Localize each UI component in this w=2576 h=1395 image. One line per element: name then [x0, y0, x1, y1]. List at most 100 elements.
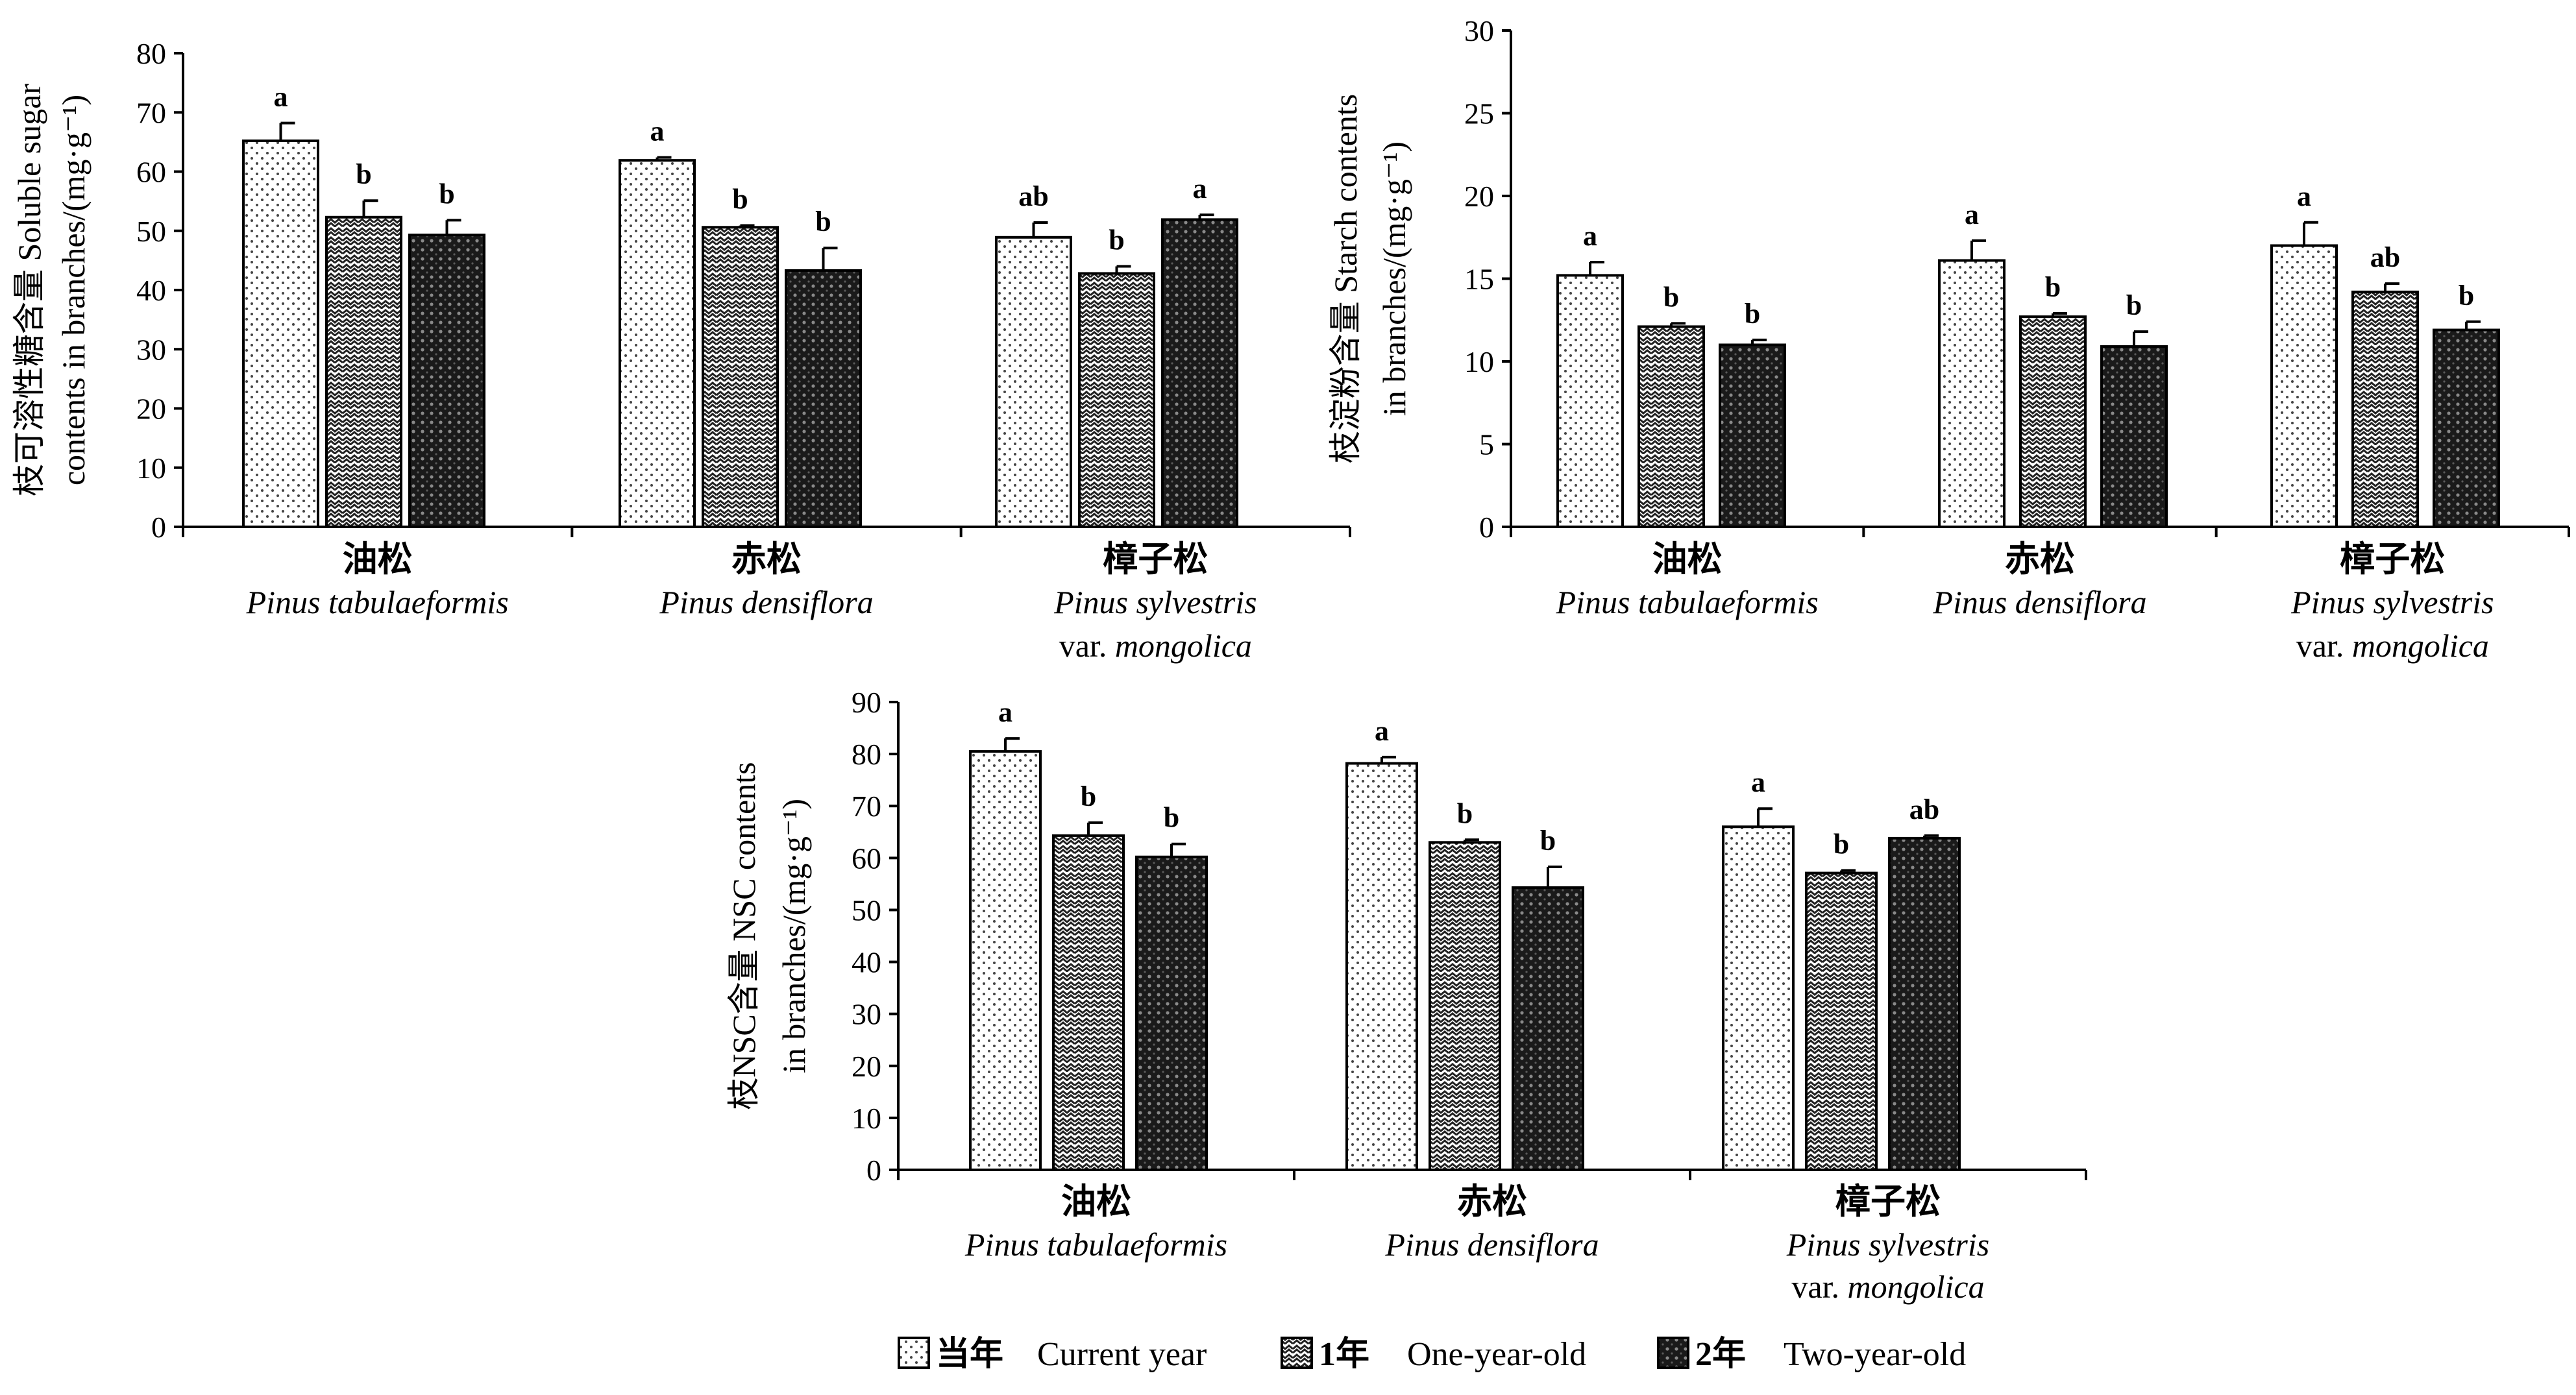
legend-label-current-year-zh: 当年: [936, 1335, 1003, 1373]
y-axis-label-line1: 枝淀粉含量 Starch contents: [1327, 94, 1364, 463]
significance-letter: b: [1745, 298, 1760, 330]
bar-pinus-densiflora-current-year: [1345, 762, 1418, 1171]
bar-pinus-tabulaeformis-two-year-old: [408, 234, 485, 528]
significance-letter: b: [2126, 289, 2142, 321]
y-tick-label: 20: [852, 1050, 881, 1083]
y-tick-label: 60: [136, 156, 166, 189]
significance-letter: ab: [1909, 794, 1939, 825]
y-tick-label: 50: [136, 215, 166, 248]
significance-letter: b: [1109, 224, 1124, 256]
y-tick-label: 25: [1464, 97, 1494, 130]
category-label-en: Pinus sylvestris: [2290, 584, 2494, 620]
bar-pinus-tabulaeformis-one-year-old: [1052, 834, 1125, 1171]
bar-pinus-sylvestris-one-year-old: [1805, 871, 1878, 1171]
bar-pinus-densiflora-two-year-old: [785, 269, 862, 528]
bar-pinus-densiflora-one-year-old: [702, 226, 779, 528]
significance-letter: a: [1583, 220, 1597, 252]
category-label-en: Pinus densiflora: [1932, 584, 2146, 620]
category-label-en-variety: var. mongolica: [2296, 627, 2489, 664]
significance-letter: b: [1164, 802, 1179, 834]
y-tick-label: 70: [136, 96, 166, 129]
bar-pinus-tabulaeformis-one-year-old: [1638, 325, 1705, 528]
y-tick-label: 10: [852, 1102, 881, 1135]
category-label-zh: 油松: [343, 540, 413, 579]
category-label-en: Pinus tabulaeformis: [246, 584, 509, 620]
significance-letter: a: [2297, 180, 2311, 212]
bar-pinus-sylvestris-two-year-old: [2433, 328, 2500, 528]
category-label-en: Pinus densiflora: [659, 584, 873, 620]
significance-letter: a: [1375, 715, 1389, 747]
y-tick-label: 80: [136, 37, 166, 70]
significance-letter: b: [1540, 825, 1556, 856]
significance-letter: b: [2459, 280, 2474, 311]
significance-letter: b: [1663, 281, 1679, 313]
y-tick-label: 60: [852, 842, 881, 875]
bar-pinus-densiflora-current-year: [1938, 259, 2006, 528]
category-label-en: Pinus sylvestris: [1786, 1226, 1989, 1263]
significance-letter: b: [439, 178, 454, 210]
significance-letter: a: [1193, 173, 1207, 204]
significance-letter: a: [998, 696, 1012, 728]
y-tick-label: 80: [852, 738, 881, 771]
y-axis-label-line1: 枝可溶性糖含量 Soluble sugar: [11, 84, 47, 496]
bar-pinus-tabulaeformis-one-year-old: [325, 215, 402, 528]
y-tick-label: 10: [1464, 345, 1494, 378]
legend-label-two-year-old-en: Two-year-old: [1784, 1336, 1966, 1373]
bar-pinus-tabulaeformis-current-year: [242, 140, 319, 529]
legend-label-current-year-en: Current year: [1037, 1336, 1207, 1373]
y-axis-label-line1: 枝NSC含量 NSC contents: [726, 762, 762, 1110]
legend-label-one-year-old-en: One-year-old: [1407, 1336, 1586, 1373]
bar-pinus-densiflora-one-year-old: [2019, 315, 2087, 528]
category-label-zh: 赤松: [731, 540, 802, 579]
y-tick-label: 10: [136, 452, 166, 485]
y-tick-label: 0: [866, 1154, 881, 1187]
y-axis-label-line2: contents in branches/(mg·g⁻¹): [55, 95, 92, 485]
bar-pinus-sylvestris-current-year: [1722, 825, 1795, 1172]
significance-letter: b: [356, 158, 371, 190]
y-axis-label-line2: in branches/(mg·g⁻¹): [776, 799, 812, 1073]
bar-pinus-sylvestris-one-year-old: [2351, 290, 2419, 528]
bar-pinus-sylvestris-two-year-old: [1888, 836, 1961, 1171]
category-label-zh: 樟子松: [1103, 540, 1208, 579]
significance-letter: a: [1965, 199, 1979, 230]
y-tick-label: 30: [852, 998, 881, 1031]
bar-pinus-tabulaeformis-two-year-old: [1719, 343, 1786, 528]
category-label-en: Pinus densiflora: [1384, 1226, 1599, 1263]
significance-letter: b: [732, 184, 748, 215]
significance-letter: b: [1834, 829, 1849, 860]
category-label-zh: 油松: [1061, 1182, 1131, 1221]
bar-pinus-sylvestris-current-year: [2270, 244, 2338, 528]
y-tick-label: 0: [1479, 511, 1494, 544]
category-label-zh: 樟子松: [1835, 1182, 1941, 1221]
significance-letter: a: [650, 115, 665, 147]
significance-letter: b: [1457, 797, 1473, 829]
bar-pinus-sylvestris-one-year-old: [1078, 272, 1155, 528]
legend-swatch-current-year: [898, 1337, 930, 1369]
y-axis-label-line2: in branches/(mg·g⁻¹): [1376, 141, 1412, 416]
category-label-zh: 樟子松: [2340, 540, 2445, 579]
category-label-zh: 赤松: [2005, 540, 2075, 579]
category-label-en: Pinus tabulaeformis: [964, 1226, 1227, 1263]
legend: 当年 Current year 1年 One-year-old 2年 Two-y…: [898, 1335, 1966, 1373]
y-tick-label: 90: [852, 686, 881, 719]
category-label-en-variety: var. mongolica: [1791, 1268, 1984, 1305]
y-tick-label: 70: [852, 790, 881, 823]
y-tick-label: 0: [151, 511, 166, 544]
y-tick-label: 50: [852, 893, 881, 927]
bar-pinus-densiflora-two-year-old: [2100, 345, 2168, 528]
bar-pinus-densiflora-one-year-old: [1429, 841, 1501, 1172]
bar-pinus-densiflora-two-year-old: [1512, 886, 1584, 1172]
y-tick-label: 20: [136, 393, 166, 426]
bar-pinus-tabulaeformis-two-year-old: [1135, 855, 1208, 1171]
category-label-en: Pinus sylvestris: [1053, 584, 1257, 620]
significance-letter: b: [815, 206, 831, 237]
y-tick-label: 20: [1464, 180, 1494, 213]
significance-letter: a: [1751, 766, 1765, 798]
y-tick-label: 5: [1479, 428, 1494, 461]
bar-pinus-tabulaeformis-current-year: [1556, 274, 1624, 528]
category-label-en: Pinus tabulaeformis: [1556, 584, 1819, 620]
